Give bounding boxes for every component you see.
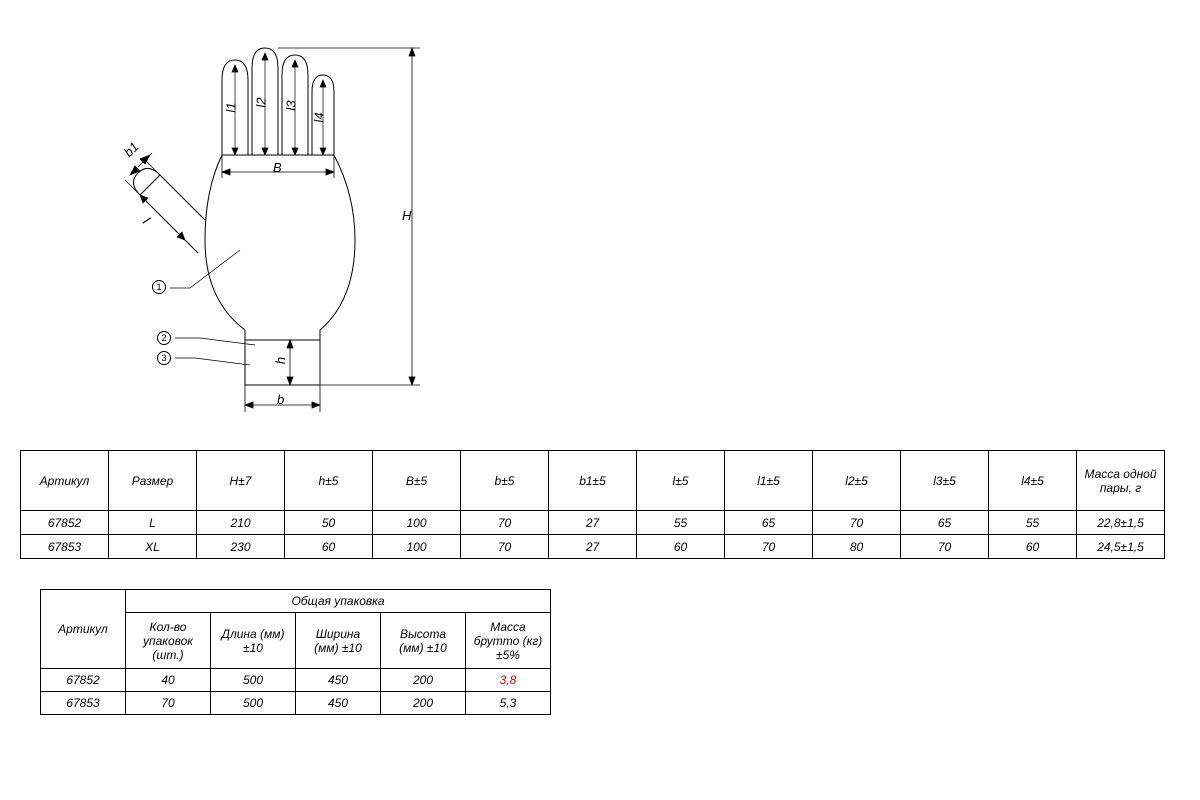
callout-2: 2 [157,331,171,345]
t1-header: l±5 [637,451,725,511]
t1-header: l1±5 [725,451,813,511]
table-cell: 70 [901,535,989,559]
t2-group-header: Общая упаковка [126,590,551,613]
callout-1: 1 [152,280,166,294]
table-cell: 22,8±1,5 [1077,511,1165,535]
label-h: h [273,357,288,364]
table-cell: 100 [373,511,461,535]
table-cell: 3,8 [466,669,551,692]
t1-header: l4±5 [989,451,1077,511]
t1-header: h±5 [285,451,373,511]
table-cell: 55 [989,511,1077,535]
table-cell: 67852 [41,669,126,692]
table-cell: 27 [549,511,637,535]
t2-sub-header: Ширина (мм) ±10 [296,613,381,669]
table-cell: 60 [989,535,1077,559]
table-cell: 70 [461,511,549,535]
glove-diagram: H B b h l1 l2 l3 l4 l b1 1 2 3 [80,20,480,430]
label-B: B [273,160,282,175]
table-cell: 65 [901,511,989,535]
label-l3: l3 [284,100,299,110]
t1-header: l2±5 [813,451,901,511]
packaging-table: Артикул Общая упаковка Кол-во упаковок (… [40,589,551,715]
table-row: 67852L210501007027556570655522,8±1,5 [21,511,1165,535]
t1-header: Размер [109,451,197,511]
table-cell: 40 [126,669,211,692]
table-cell: 65 [725,511,813,535]
label-l1: l1 [224,102,239,112]
table-cell: 100 [373,535,461,559]
label-l2: l2 [254,97,269,107]
table-cell: 80 [813,535,901,559]
table-cell: 70 [461,535,549,559]
table-cell: 500 [211,692,296,715]
t2-sub-header: Кол-во упаковок (шт.) [126,613,211,669]
label-l4: l4 [312,112,327,122]
dimensions-table: АртикулРазмерH±7h±5B±5b±5b1±5l±5l1±5l2±5… [20,450,1165,559]
table-cell: 67853 [41,692,126,715]
t2-sub-header: Масса брутто (кг) ±5% [466,613,551,669]
t1-header: b±5 [461,451,549,511]
table-cell: 27 [549,535,637,559]
table-cell: 5,3 [466,692,551,715]
t2-sub-header: Высота (мм) ±10 [381,613,466,669]
callout-3: 3 [157,351,171,365]
table-cell: 200 [381,669,466,692]
t1-header: H±7 [197,451,285,511]
t1-header: Масса одной пары, г [1077,451,1165,511]
table-cell: 67853 [21,535,109,559]
table-cell: XL [109,535,197,559]
table-cell: 60 [285,535,373,559]
label-b: b [277,392,284,407]
table-cell: 230 [197,535,285,559]
table-cell: 70 [725,535,813,559]
table-cell: 55 [637,511,725,535]
table-row: 67852405004502003,8 [41,669,551,692]
table-cell: 200 [381,692,466,715]
t2-sub-header: Длина (мм) ±10 [211,613,296,669]
table-cell: 60 [637,535,725,559]
label-H: H [402,208,411,223]
table-cell: 500 [211,669,296,692]
table-cell: 70 [813,511,901,535]
table-cell: L [109,511,197,535]
table-cell: 50 [285,511,373,535]
table-cell: 67852 [21,511,109,535]
t1-header: B±5 [373,451,461,511]
table-cell: 24,5±1,5 [1077,535,1165,559]
t1-header: l3±5 [901,451,989,511]
table-cell: 70 [126,692,211,715]
table-cell: 450 [296,669,381,692]
table-cell: 210 [197,511,285,535]
t1-header: Артикул [21,451,109,511]
table-row: 67853XL230601007027607080706024,5±1,5 [21,535,1165,559]
table-cell: 450 [296,692,381,715]
table-row: 67853705004502005,3 [41,692,551,715]
t1-header: b1±5 [549,451,637,511]
t2-article-header: Артикул [41,590,126,669]
